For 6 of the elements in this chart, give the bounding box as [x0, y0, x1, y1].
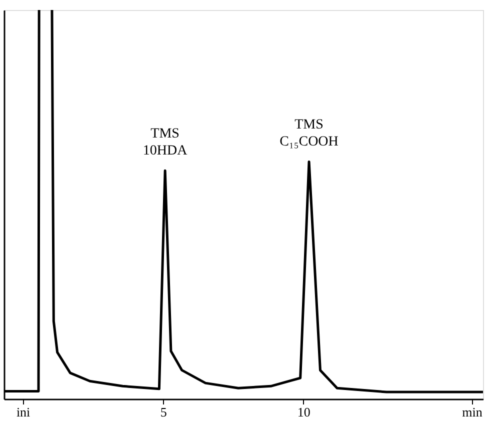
x-tick-label: 5 — [160, 404, 167, 420]
x-tick-label: min — [462, 404, 483, 420]
annotation: TMS 10HDA — [142, 126, 188, 159]
x-tick-label: 10 — [297, 404, 310, 420]
x-tick-label: ini — [16, 404, 31, 420]
annotation: TMS C₁₅COOH — [280, 118, 338, 150]
